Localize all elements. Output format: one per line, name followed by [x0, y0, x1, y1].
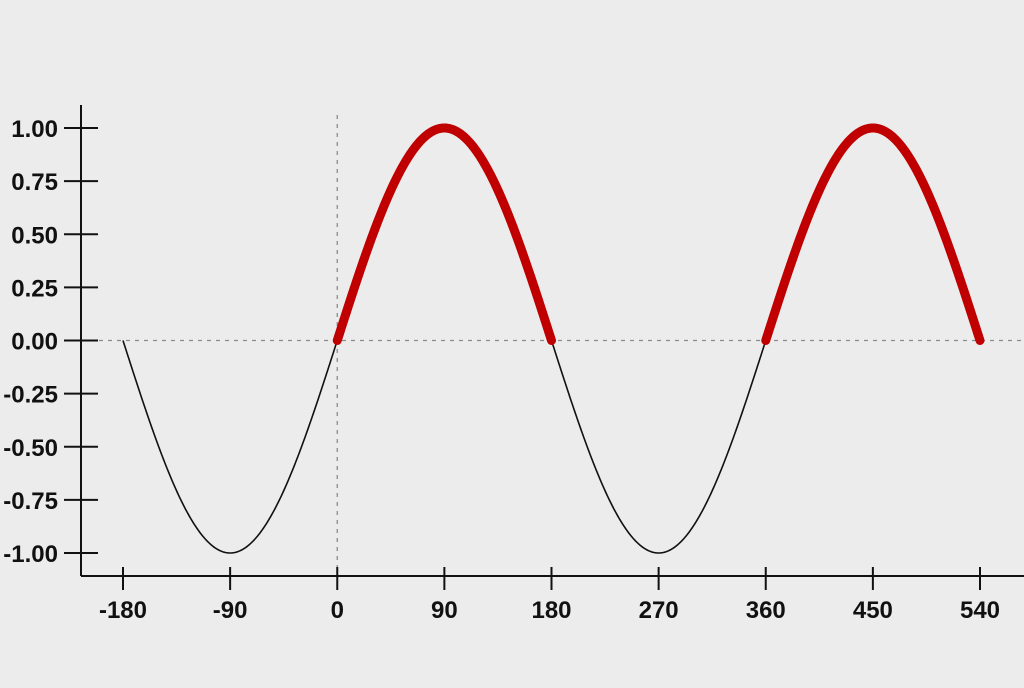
- x-tick-label: 360: [746, 597, 786, 624]
- axes: [64, 105, 1024, 590]
- y-tick-label: -0.75: [3, 488, 58, 515]
- y-tick-label: 0.75: [11, 169, 58, 196]
- y-tick-label: 1.00: [11, 116, 58, 143]
- x-tick-label: 450: [853, 597, 893, 624]
- x-tick-label: 180: [531, 597, 571, 624]
- tick-labels: 1.00 0.75 0.50 0.25 0.00 -0.25 -0.50 -0.75 -1.00…: [3, 116, 1000, 624]
- y-tick-label: -0.50: [3, 435, 58, 462]
- x-tick-label: -180: [99, 597, 147, 624]
- y-tick-label: -0.25: [3, 382, 58, 409]
- x-tick-label: 540: [960, 597, 1000, 624]
- x-tick-label: 0: [331, 597, 344, 624]
- y-tick-label: -1.00: [3, 541, 58, 568]
- y-tick-label: 0.00: [11, 329, 58, 356]
- y-tick-label: 0.25: [11, 275, 58, 302]
- highlighted-positive-segment: [332, 123, 556, 345]
- highlighted-positive-segment: [761, 123, 985, 345]
- x-tick-label: 270: [639, 597, 679, 624]
- series-lines: [122, 123, 985, 554]
- x-tick-label: 90: [431, 597, 458, 624]
- y-tick-label: 0.50: [11, 222, 58, 249]
- x-tick-label: -90: [213, 597, 248, 624]
